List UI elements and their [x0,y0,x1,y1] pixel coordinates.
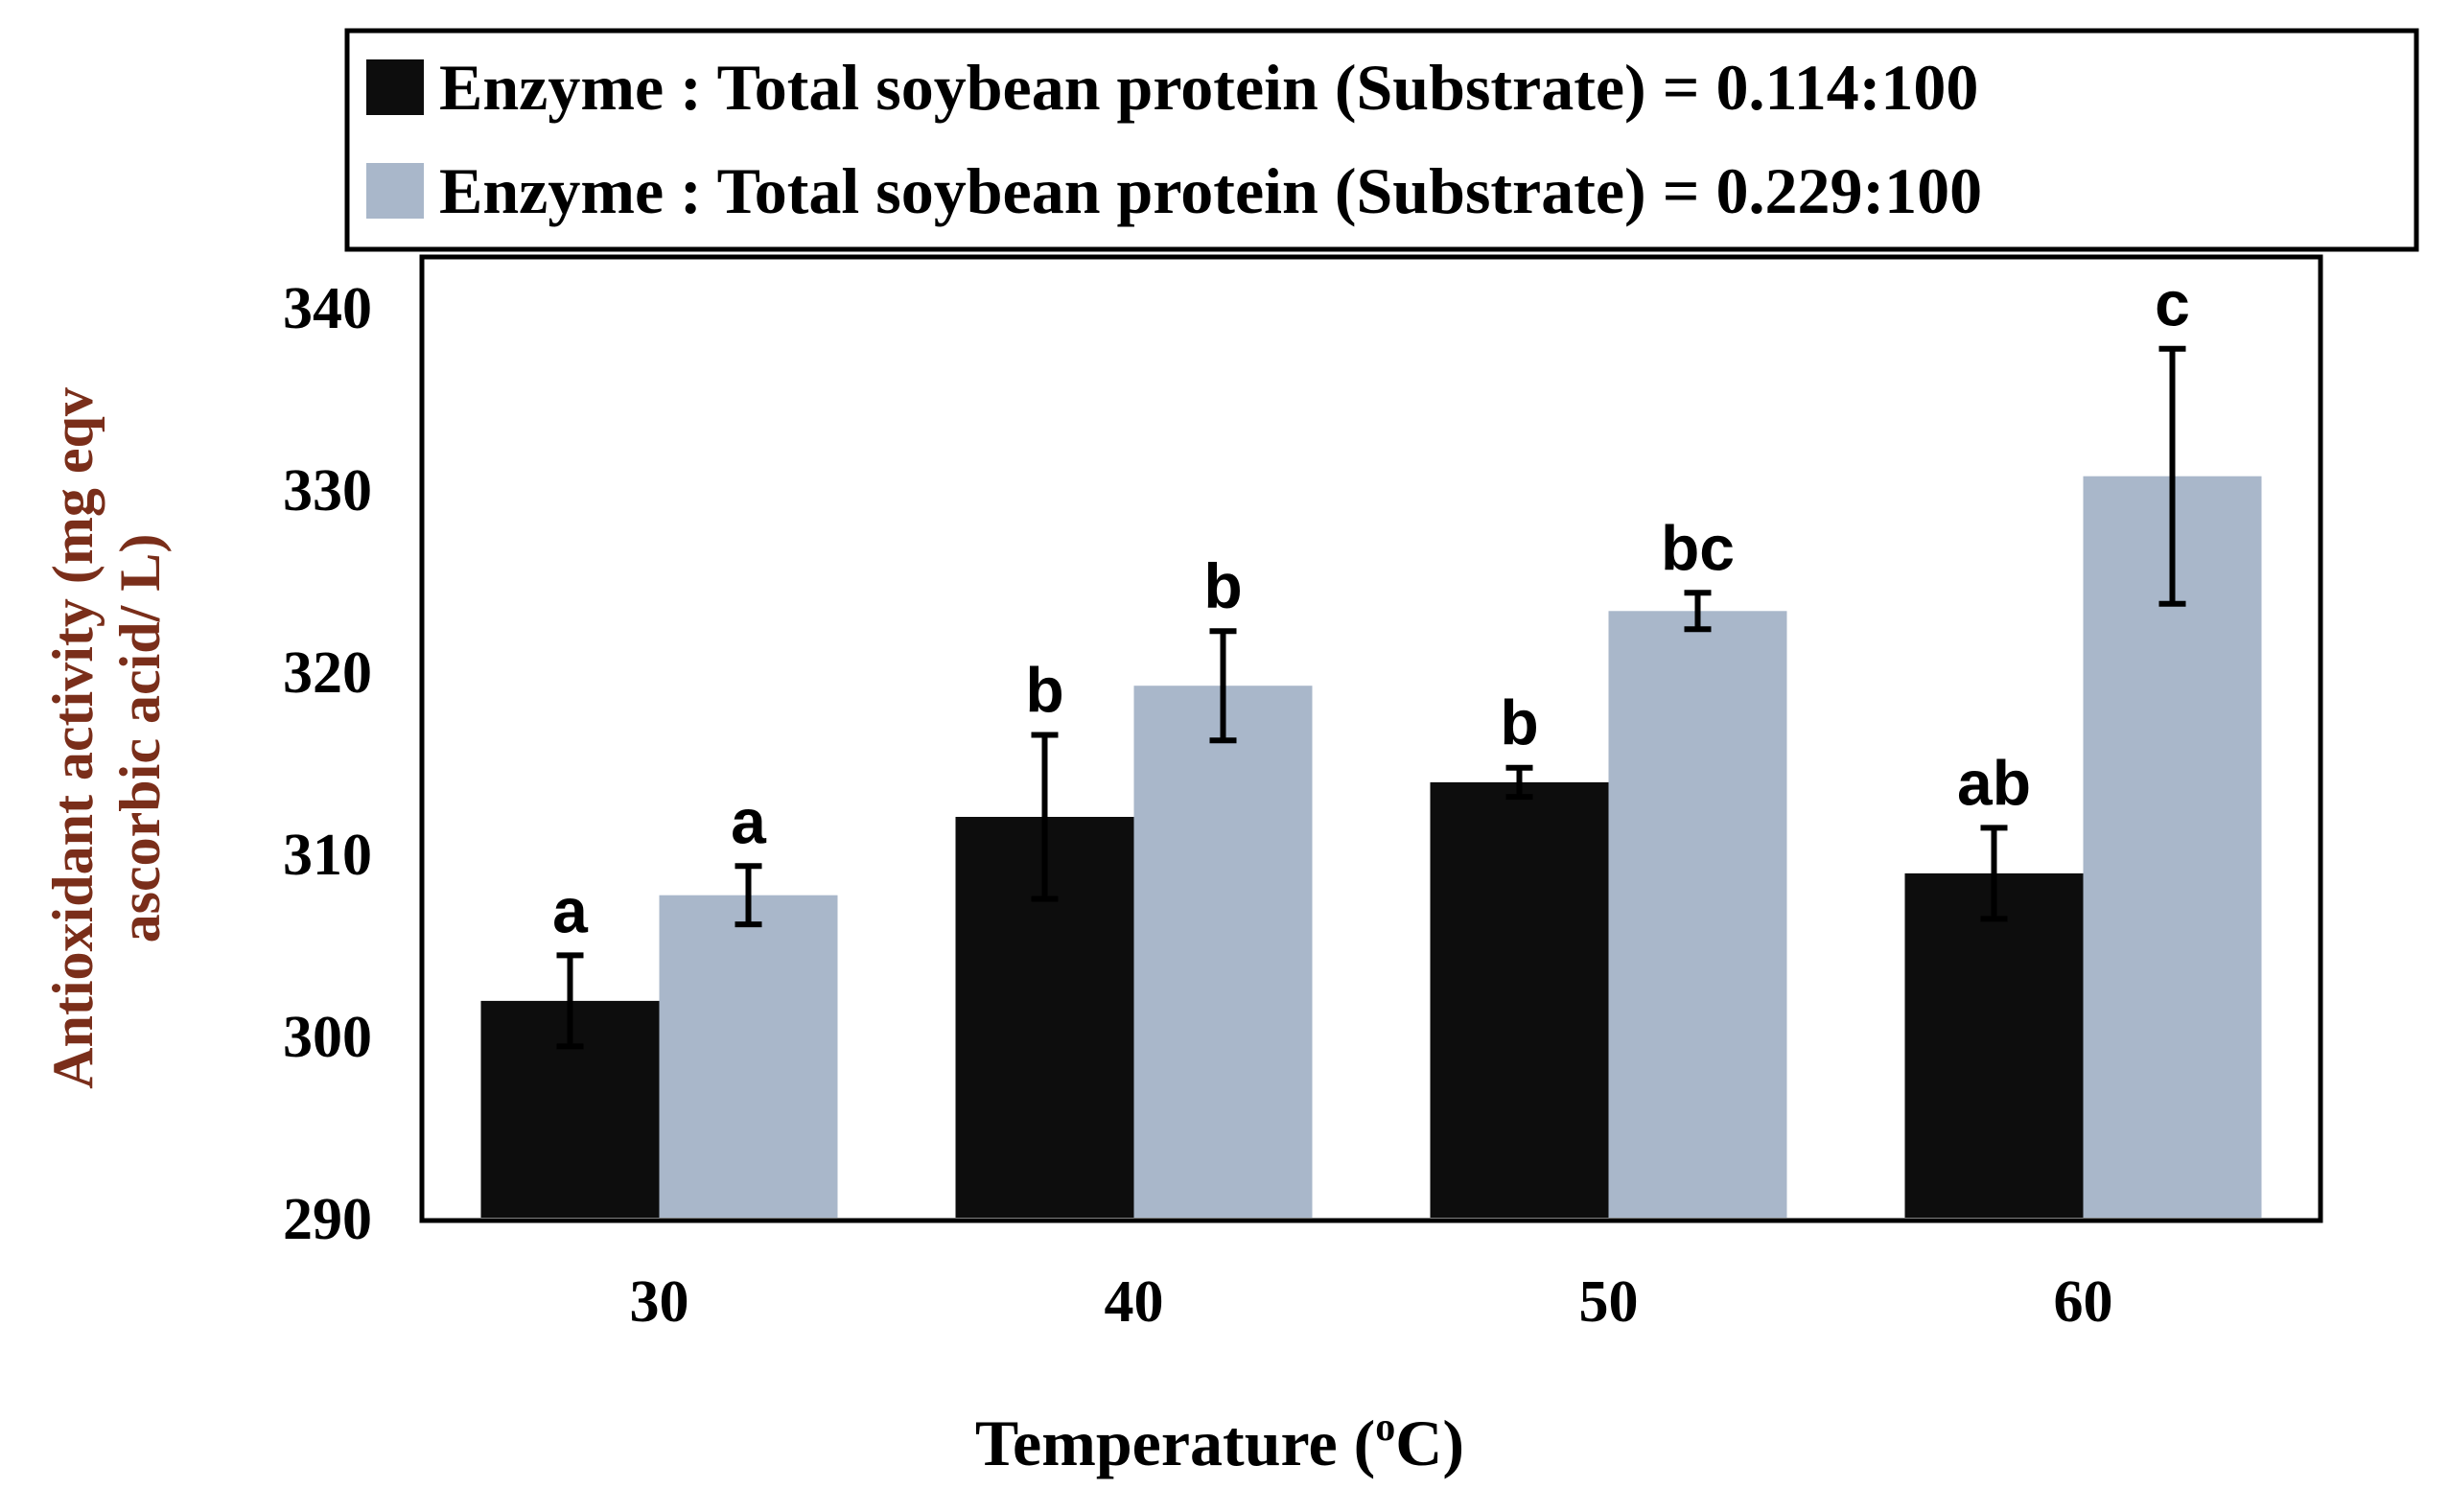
x-axis-title: Temperature (oC) [975,1406,1464,1479]
legend: Enzyme : Total soybean protein (Substrat… [344,28,2419,252]
x-tick-label-30: 30 [630,1269,689,1335]
legend-label-series-2: Enzyme : Total soybean protein (Substrat… [439,154,1982,227]
x-tick-label-60: 60 [2054,1269,2113,1335]
significance-letter-50-series-1: b [1500,687,1538,758]
bar-40-series-2 [1133,686,1313,1218]
error-bar-50-series-2 [1684,590,1712,633]
legend-label-series-1: Enzyme : Total soybean protein (Substrat… [439,51,1978,124]
y-tick-label-290: 290 [283,1187,372,1252]
error-bar-50-series-1 [1505,764,1533,801]
bar-50-series-2 [1608,611,1787,1218]
y-tick-label-320: 320 [283,640,372,706]
error-bar-30-series-1 [556,952,584,1050]
y-axis-ticks: 290 300 310 320 330 340 [283,276,372,1252]
legend-swatch-series-1 [366,59,424,115]
y-axis-title-line-1: Antioxidant activity (mg eqv [41,387,105,1089]
bar-50-series-1 [1430,781,1609,1218]
y-tick-label-300: 300 [283,1005,372,1070]
error-bar-40-series-1 [1031,732,1059,902]
plot-frame [419,254,2323,1223]
x-axis-title-suffix: C) [1395,1407,1464,1479]
bar-60-series-1 [1904,872,2084,1218]
x-axis-title-degree: o [1375,1406,1395,1450]
y-axis-title-line-2: ascorbic acid/ L) [108,534,172,943]
error-bar-60-series-2 [2158,345,2186,607]
x-axis-title-prefix: Temperature ( [975,1407,1375,1479]
y-axis-title: Antioxidant activity (mg eqv ascorbic ac… [41,387,172,1089]
significance-letter-40-series-2: b [1203,550,1242,621]
significance-letter-60-series-2: c [2155,268,2190,339]
legend-swatch-series-2 [366,163,424,219]
bars-layer [480,476,2262,1218]
x-tick-label-40: 40 [1105,1269,1164,1335]
significance-letter-60-series-1: ab [1957,747,2031,818]
significance-letter-50-series-2: bc [1661,512,1735,583]
y-tick-label-340: 340 [283,276,372,341]
significance-letter-30-series-2: a [731,785,767,856]
x-axis-ticks: 30 40 50 60 [630,1269,2113,1335]
error-bar-40-series-2 [1209,628,1237,744]
error-bar-30-series-2 [735,863,762,928]
bar-30-series-2 [659,895,838,1218]
error-bar-60-series-1 [1980,825,2008,922]
y-tick-label-310: 310 [283,823,372,888]
legend-box [344,28,2419,252]
significance-letter-40-series-1: b [1025,655,1063,726]
x-tick-label-50: 50 [1579,1269,1639,1335]
y-tick-label-330: 330 [283,458,372,523]
significance-letter-30-series-1: a [552,874,589,945]
error-bars-layer [556,345,2186,1050]
